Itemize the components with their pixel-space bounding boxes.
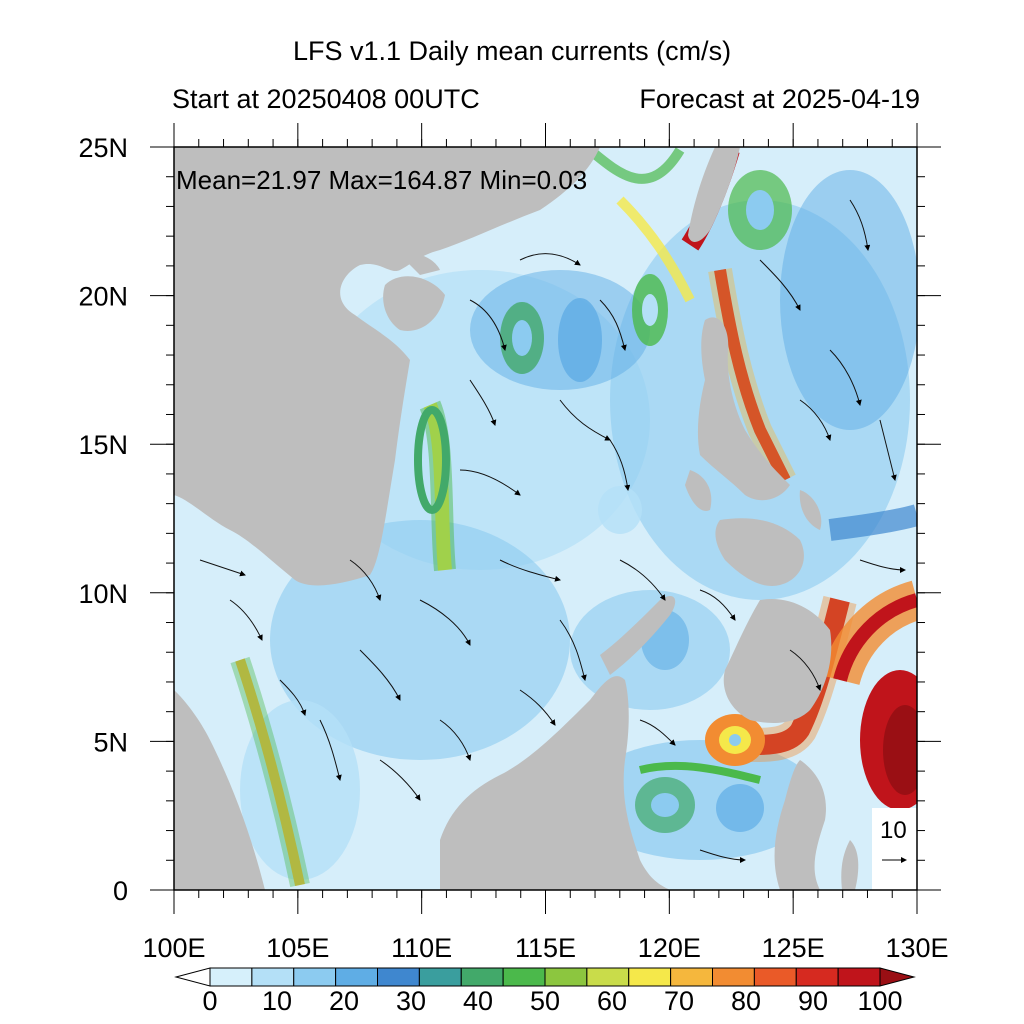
lat-tick-labels: 0 5N 10N 15N 20N 25N	[78, 133, 128, 906]
lon-tick-label: 105E	[266, 933, 329, 963]
colorbar-bin	[628, 967, 672, 987]
lat-tick-label: 15N	[78, 430, 128, 460]
colorbar-bin	[377, 967, 420, 987]
colorbar-label: 40	[463, 986, 493, 1016]
colorbar-bin	[460, 967, 504, 987]
lat-tick-label: 0	[113, 876, 128, 906]
colorbar-bin	[209, 967, 253, 987]
colorbar-label: 60	[597, 986, 627, 1016]
colorbar-bin	[712, 967, 755, 987]
lon-tick-label: 110E	[391, 933, 452, 963]
lon-tick-labels: 100E 105E 110E 115E 120E 125E 130E	[142, 933, 948, 963]
lat-tick-label: 20N	[78, 282, 128, 312]
colorbar-label: 80	[731, 986, 761, 1016]
colorbar-bin	[837, 967, 881, 987]
lon-tick-label: 130E	[885, 933, 948, 963]
colorbar-label: 50	[530, 986, 560, 1016]
colorbar-bin	[418, 967, 462, 987]
lon-tick-label: 120E	[638, 933, 701, 963]
colorbar-bin	[544, 967, 588, 987]
colorbar-labels: 0 10 20 30 40 50 60 70 80 90 100	[202, 986, 902, 1016]
colorbar-label: 100	[857, 986, 902, 1016]
colorbar-bin	[670, 967, 713, 987]
lon-tick-label: 115E	[515, 933, 576, 963]
colorbar-label: 30	[396, 986, 426, 1016]
chart-title: LFS v1.1 Daily mean currents (cm/s)	[292, 36, 732, 66]
axes	[150, 123, 941, 914]
lat-tick-label: 10N	[78, 579, 128, 609]
reference-vector-label: 10	[880, 817, 907, 844]
colorbar-bin	[753, 967, 797, 987]
colorbar-label: 0	[202, 986, 217, 1016]
forecast-date-label: Forecast at 2025-04-19	[639, 84, 920, 114]
colorbar-bin	[251, 967, 295, 987]
lon-tick-label: 125E	[762, 933, 825, 963]
land-areas	[174, 147, 892, 890]
lat-tick-label: 5N	[93, 727, 128, 757]
colorbar-label: 10	[262, 986, 292, 1016]
current-speed-field	[174, 147, 917, 890]
colorbar-bin	[586, 967, 630, 987]
colorbar-min-arrow	[174, 967, 211, 987]
colorbar-label: 20	[329, 986, 359, 1016]
colorbar-bin	[293, 967, 337, 987]
colorbar-bin	[502, 967, 546, 987]
colorbar-bin	[795, 967, 839, 987]
reference-vector-box	[872, 808, 917, 890]
colorbar-label: 90	[798, 986, 828, 1016]
lat-tick-label: 25N	[78, 133, 128, 163]
colorbar-max-arrow	[879, 967, 916, 987]
stats-text: Mean=21.97 Max=164.87 Min=0.03	[176, 165, 587, 195]
start-time-label: Start at 20250408 00UTC	[172, 84, 480, 114]
colorbar	[174, 967, 916, 987]
colorbar-label: 70	[664, 986, 694, 1016]
colorbar-bin	[335, 967, 378, 987]
lon-tick-label: 100E	[142, 933, 205, 963]
current-vectors	[199, 199, 906, 863]
